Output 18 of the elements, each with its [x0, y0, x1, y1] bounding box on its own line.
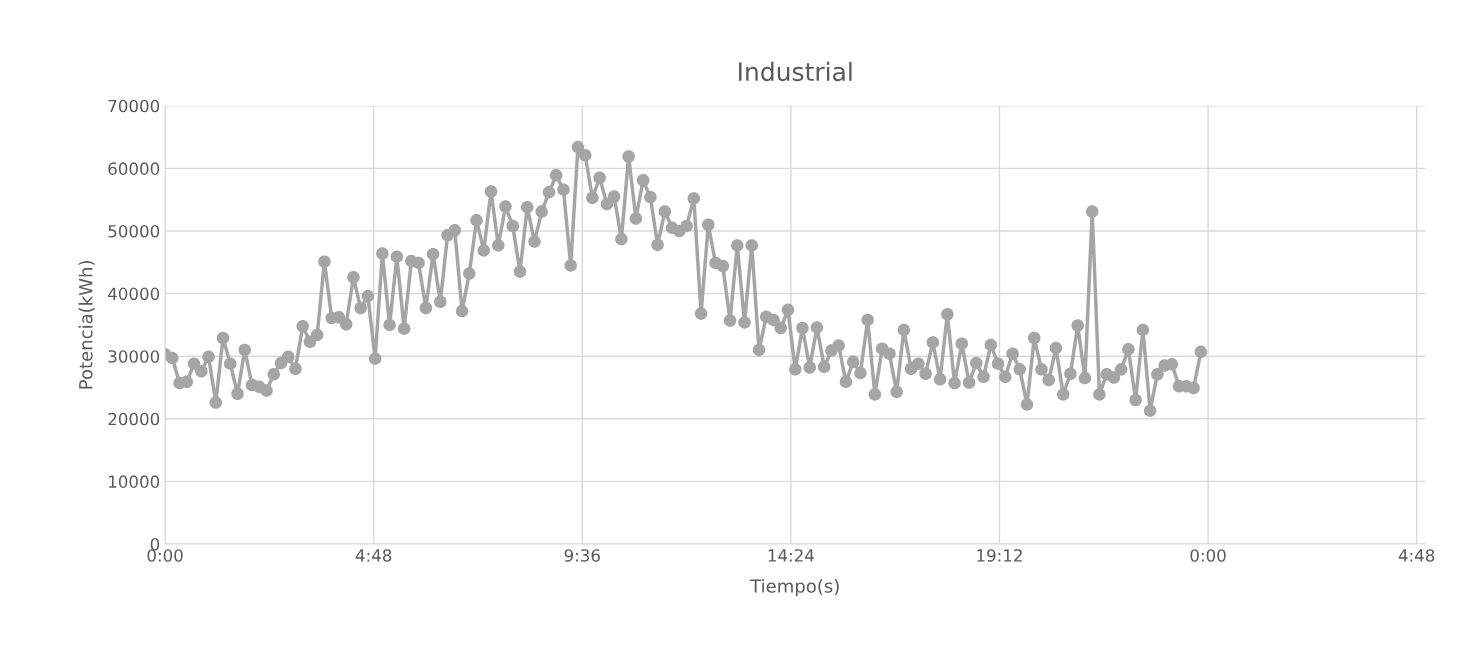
- y-tick-label: 70000: [108, 99, 160, 113]
- y-tick-label: 10000: [109, 475, 160, 488]
- y-tick-label: 40000: [108, 287, 160, 301]
- y-tick-label: 20000: [108, 412, 160, 426]
- chart-title: Industrial: [739, 61, 852, 82]
- x-tick-label: 0:00: [1190, 549, 1226, 562]
- x-tick-label: 4:48: [1398, 549, 1435, 562]
- y-tick-label: 60000: [108, 162, 160, 175]
- x-tick-label: 9:36: [564, 549, 600, 562]
- y-axis-title: Potencia(kWh): [78, 261, 95, 389]
- x-tick-label: 14:24: [768, 549, 814, 562]
- x-tick-label: 0:00: [147, 549, 183, 562]
- x-tick-label: 4:48: [355, 549, 392, 562]
- x-tick-label: 19:12: [977, 549, 1022, 562]
- y-tick-label: 30000: [108, 350, 160, 363]
- y-tick-label: 50000: [108, 224, 160, 238]
- y-tick-label: 0: [150, 537, 160, 551]
- x-axis-title: Tiempo(s): [750, 578, 839, 597]
